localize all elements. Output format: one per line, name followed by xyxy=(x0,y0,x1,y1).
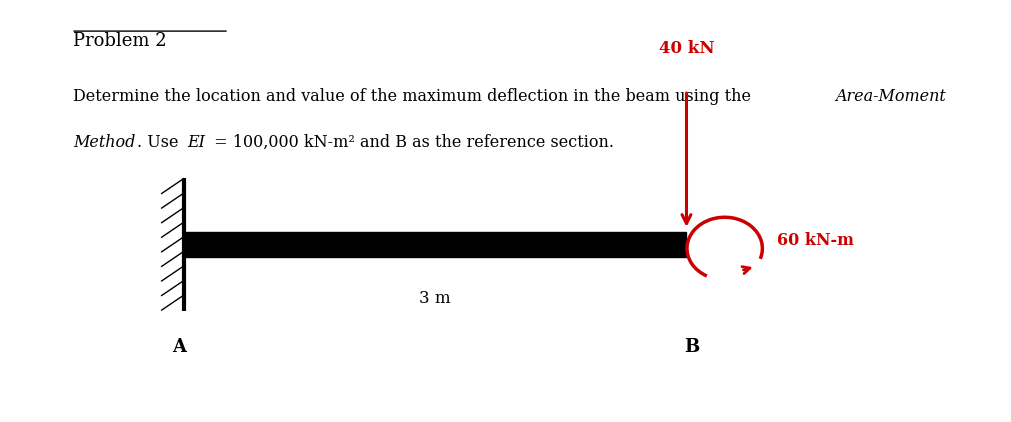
Text: = 100,000 kN-m² and B as the reference section.: = 100,000 kN-m² and B as the reference s… xyxy=(209,134,614,151)
Polygon shape xyxy=(184,232,686,257)
Text: B: B xyxy=(683,338,700,356)
Text: Problem 2: Problem 2 xyxy=(73,32,167,50)
Text: Determine the location and value of the maximum deflection in the beam using the: Determine the location and value of the … xyxy=(73,88,756,105)
Text: EI: EI xyxy=(187,134,205,151)
Text: Area-Moment: Area-Moment xyxy=(835,88,946,105)
Text: 3 m: 3 m xyxy=(420,290,451,307)
Text: Method: Method xyxy=(73,134,135,151)
Text: A: A xyxy=(172,338,186,356)
Text: 40 kN: 40 kN xyxy=(659,40,714,57)
Text: . Use: . Use xyxy=(136,134,183,151)
Text: 60 kN-m: 60 kN-m xyxy=(777,232,854,249)
